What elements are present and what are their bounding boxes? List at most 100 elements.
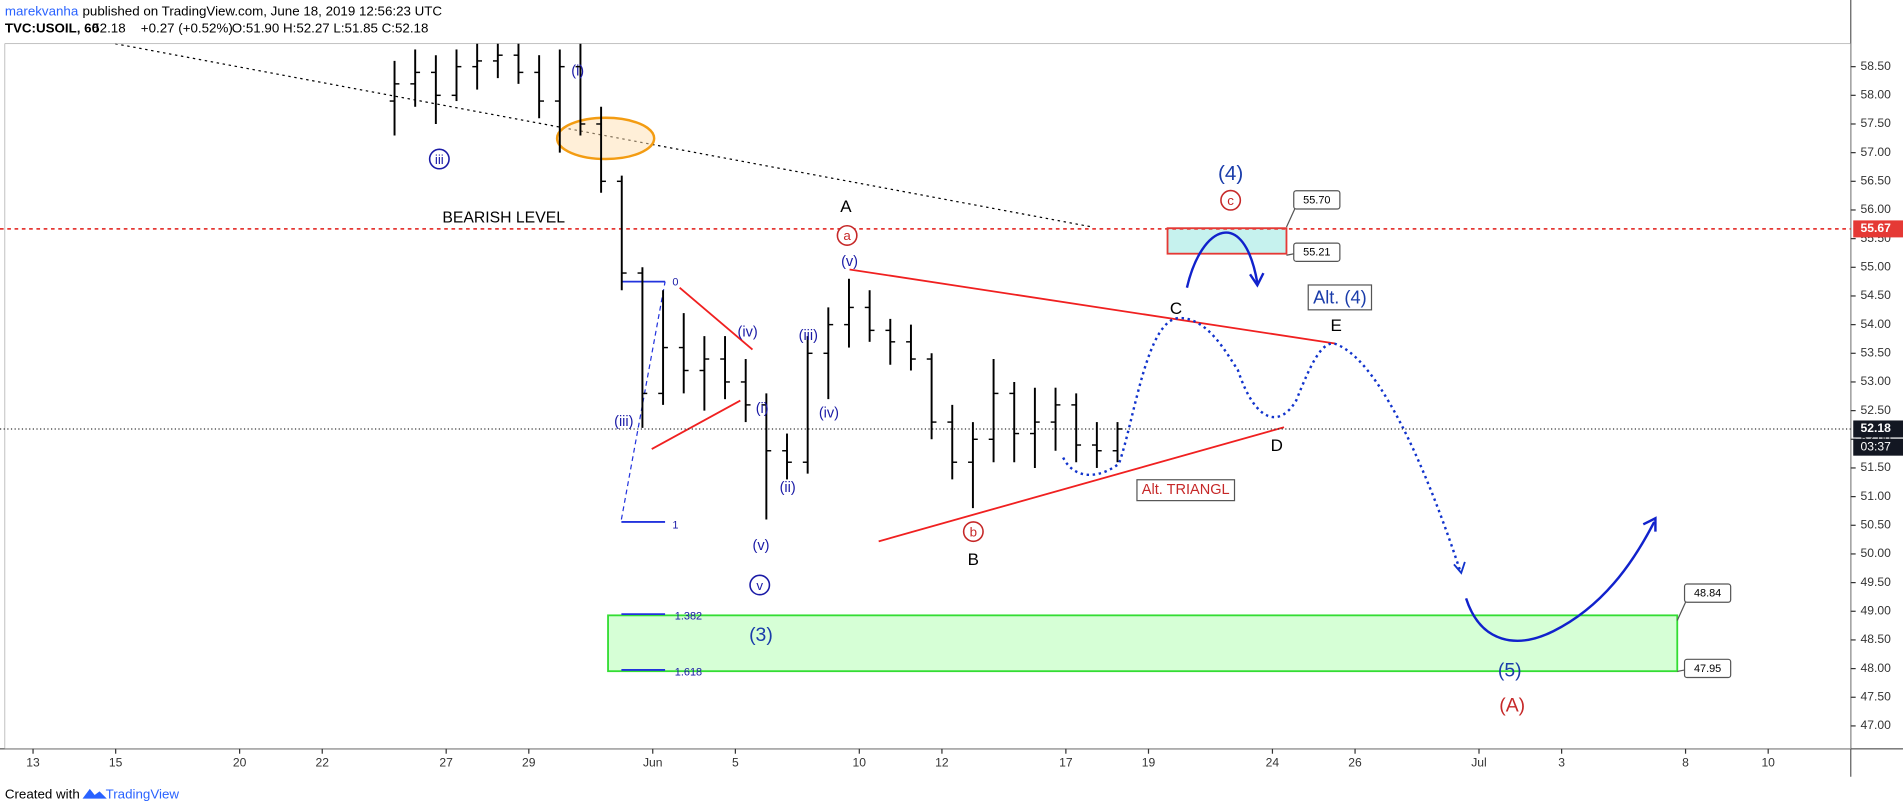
y-tick-label: 56.00	[1861, 202, 1892, 216]
ohlc-bar	[885, 318, 896, 365]
highlight-ellipse	[555, 116, 656, 161]
x-tick-label: 8	[1682, 756, 1689, 770]
y-tick-label: 53.00	[1861, 374, 1892, 388]
wave-label: BEARISH LEVEL	[442, 210, 565, 227]
y-tick-label: 58.50	[1861, 59, 1892, 73]
y-tick-label: 57.00	[1861, 145, 1892, 159]
y-tick-label: 52.50	[1861, 403, 1892, 417]
x-tick-label: Jul	[1471, 756, 1486, 770]
ohlc-bar	[389, 60, 400, 136]
ohlc-bar	[844, 278, 854, 348]
x-tick-label: 26	[1348, 756, 1362, 770]
wave-label: (iii)	[799, 328, 818, 344]
wave-label: (v)	[752, 538, 769, 554]
author: marekvanha	[5, 4, 79, 19]
wave-label: Alt. (4)	[1313, 287, 1367, 307]
ohlc-bar	[430, 55, 441, 124]
ohlc-bar	[823, 307, 834, 400]
wave-label: a	[843, 228, 851, 243]
wave-label: (A)	[1499, 695, 1525, 717]
ohlc-bar	[761, 393, 772, 520]
callout-box	[1293, 242, 1341, 262]
ohlc-bar	[968, 422, 978, 509]
y-tick-label: 51.00	[1861, 489, 1892, 503]
wave-label: (ii)	[780, 480, 796, 496]
wave-label: v	[756, 578, 763, 593]
ohlc-bar	[740, 359, 751, 423]
symbol: TVC:USOIL, 60	[5, 21, 99, 36]
ohlc-bar	[1009, 381, 1020, 463]
ohlc-bar	[988, 359, 999, 463]
x-tick-label: 17	[1059, 756, 1073, 770]
ohlc-bar	[554, 49, 565, 153]
wave-label: (5)	[1498, 659, 1522, 681]
ohlc-bar	[1071, 393, 1082, 463]
wave-label: (3)	[749, 624, 773, 646]
wave-label: b	[970, 524, 977, 539]
ohlc-bar	[596, 106, 606, 193]
projection-arrow	[1464, 521, 1656, 642]
wave-label: C	[1170, 299, 1182, 318]
trend-line	[115, 43, 1093, 228]
label-box	[1136, 479, 1236, 502]
projection-path	[1062, 316, 1462, 571]
countdown-box	[1853, 438, 1903, 456]
y-tick-label: 54.50	[1861, 288, 1892, 302]
countdown: 03:37	[1861, 439, 1892, 453]
x-tick-label: 19	[1142, 756, 1156, 770]
wave-label: 1	[672, 519, 678, 531]
target-zone	[607, 614, 1679, 673]
y-tick-label: 47.00	[1861, 718, 1892, 732]
label-circle	[962, 521, 984, 543]
y-tick-label: 54.00	[1861, 317, 1892, 331]
y-tick-label: 58.00	[1861, 88, 1892, 102]
ohlc-bar	[1050, 387, 1061, 451]
ohlc-bar	[472, 43, 483, 90]
callout-box	[1293, 190, 1341, 210]
ohlc-bar	[658, 290, 668, 405]
callout-label: 55.70	[1303, 194, 1330, 206]
label-circle	[749, 574, 771, 596]
label-circle	[836, 224, 858, 246]
y-tick-label: 47.50	[1861, 689, 1892, 703]
y-tick-label: 50.50	[1861, 517, 1892, 531]
y-tick-label: 51.50	[1861, 460, 1892, 474]
ohlc-bar	[906, 324, 916, 371]
x-tick-label: 10	[1761, 756, 1775, 770]
wave-label: (4)	[1218, 162, 1243, 185]
x-tick-label: 29	[522, 756, 536, 770]
ohlc-bar	[1030, 387, 1040, 468]
x-tick-label: 5	[732, 756, 739, 770]
ohlc-bar	[1112, 422, 1123, 463]
x-tick-label: 15	[109, 756, 123, 770]
wave-label: E	[1331, 316, 1342, 335]
last-price-box	[1853, 420, 1903, 438]
ohlc-bar	[926, 353, 937, 440]
callout-box	[1683, 583, 1732, 603]
drawings	[0, 0, 1903, 777]
label-circle	[428, 148, 450, 170]
last: 52.18	[92, 21, 125, 36]
wave-label: Alt. TRIANGL	[1142, 482, 1230, 498]
arrow-head	[1453, 561, 1466, 575]
arrow-head	[1249, 272, 1265, 288]
y-tick-label: 50.00	[1861, 546, 1892, 560]
wedge-line	[679, 286, 754, 351]
callout-label: 47.95	[1694, 663, 1721, 675]
x-tick-label: 10	[853, 756, 867, 770]
ohlc-bar	[492, 43, 503, 79]
ohlc-bar	[678, 313, 689, 394]
wave-label: c	[1227, 193, 1234, 208]
wave-label: (iv)	[738, 324, 758, 340]
footer-brand[interactable]: TradingView	[106, 787, 180, 802]
projection-arrow	[1185, 231, 1259, 288]
x-tick-label: Jun	[643, 756, 663, 770]
ohlc-bar	[1092, 422, 1102, 468]
y-tick-label: 55.00	[1861, 260, 1892, 274]
bearish-level-box	[1853, 220, 1903, 238]
ohlc-bar	[451, 49, 462, 102]
published: published on TradingView.com, June 18, 2…	[83, 4, 443, 19]
y-tick-label: 56.50	[1861, 174, 1892, 188]
wave-label: (i)	[756, 401, 769, 417]
x-tick-label: 20	[233, 756, 247, 770]
